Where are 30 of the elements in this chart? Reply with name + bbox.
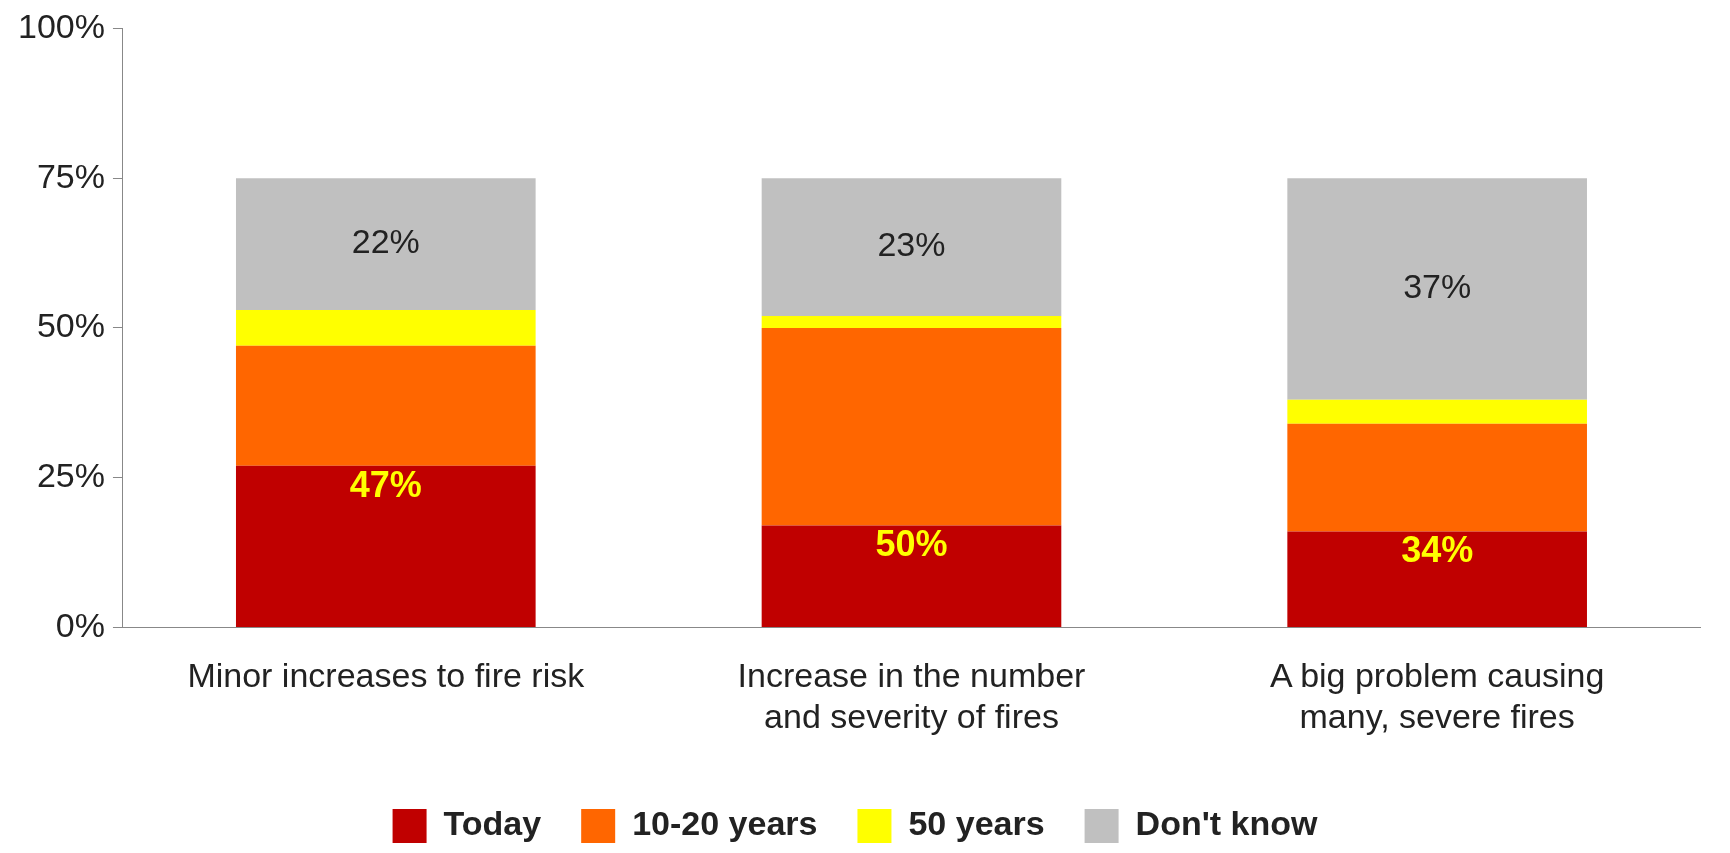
annotation: 47% xyxy=(349,463,422,505)
y-tick-label: 100% xyxy=(17,6,105,45)
bar xyxy=(235,345,536,466)
bar xyxy=(235,465,536,627)
annotation: 34% xyxy=(1401,529,1474,571)
data-label: 23% xyxy=(877,225,946,264)
annotation: 50% xyxy=(875,523,948,565)
x-tick-label: A big problem causing many, severe fires xyxy=(1269,656,1605,735)
legend-label: 10-20 years xyxy=(632,804,818,843)
bar xyxy=(235,309,536,346)
y-tick-label: 75% xyxy=(36,156,105,195)
bar xyxy=(1287,399,1587,424)
bar xyxy=(1287,178,1587,400)
data-label: 22% xyxy=(351,222,420,261)
bar xyxy=(1287,531,1587,627)
x-tick-label: Minor increases to fire risk xyxy=(187,656,586,695)
y-tick-label: 50% xyxy=(36,306,105,345)
x-tick-label: Increase in the number and severity of fires xyxy=(737,656,1086,735)
data-label: 37% xyxy=(1403,267,1472,306)
y-tick-label: 25% xyxy=(36,456,105,495)
bar xyxy=(761,178,1062,316)
legend-label: Today xyxy=(443,804,542,843)
bar xyxy=(761,525,1062,627)
bar xyxy=(1287,423,1587,532)
y-tick-label: 0% xyxy=(55,605,105,644)
legend-label: 50 years xyxy=(908,804,1045,843)
bar xyxy=(761,327,1062,526)
legend-label: Don't know xyxy=(1135,804,1318,843)
bar xyxy=(761,315,1062,328)
bar xyxy=(235,178,536,310)
